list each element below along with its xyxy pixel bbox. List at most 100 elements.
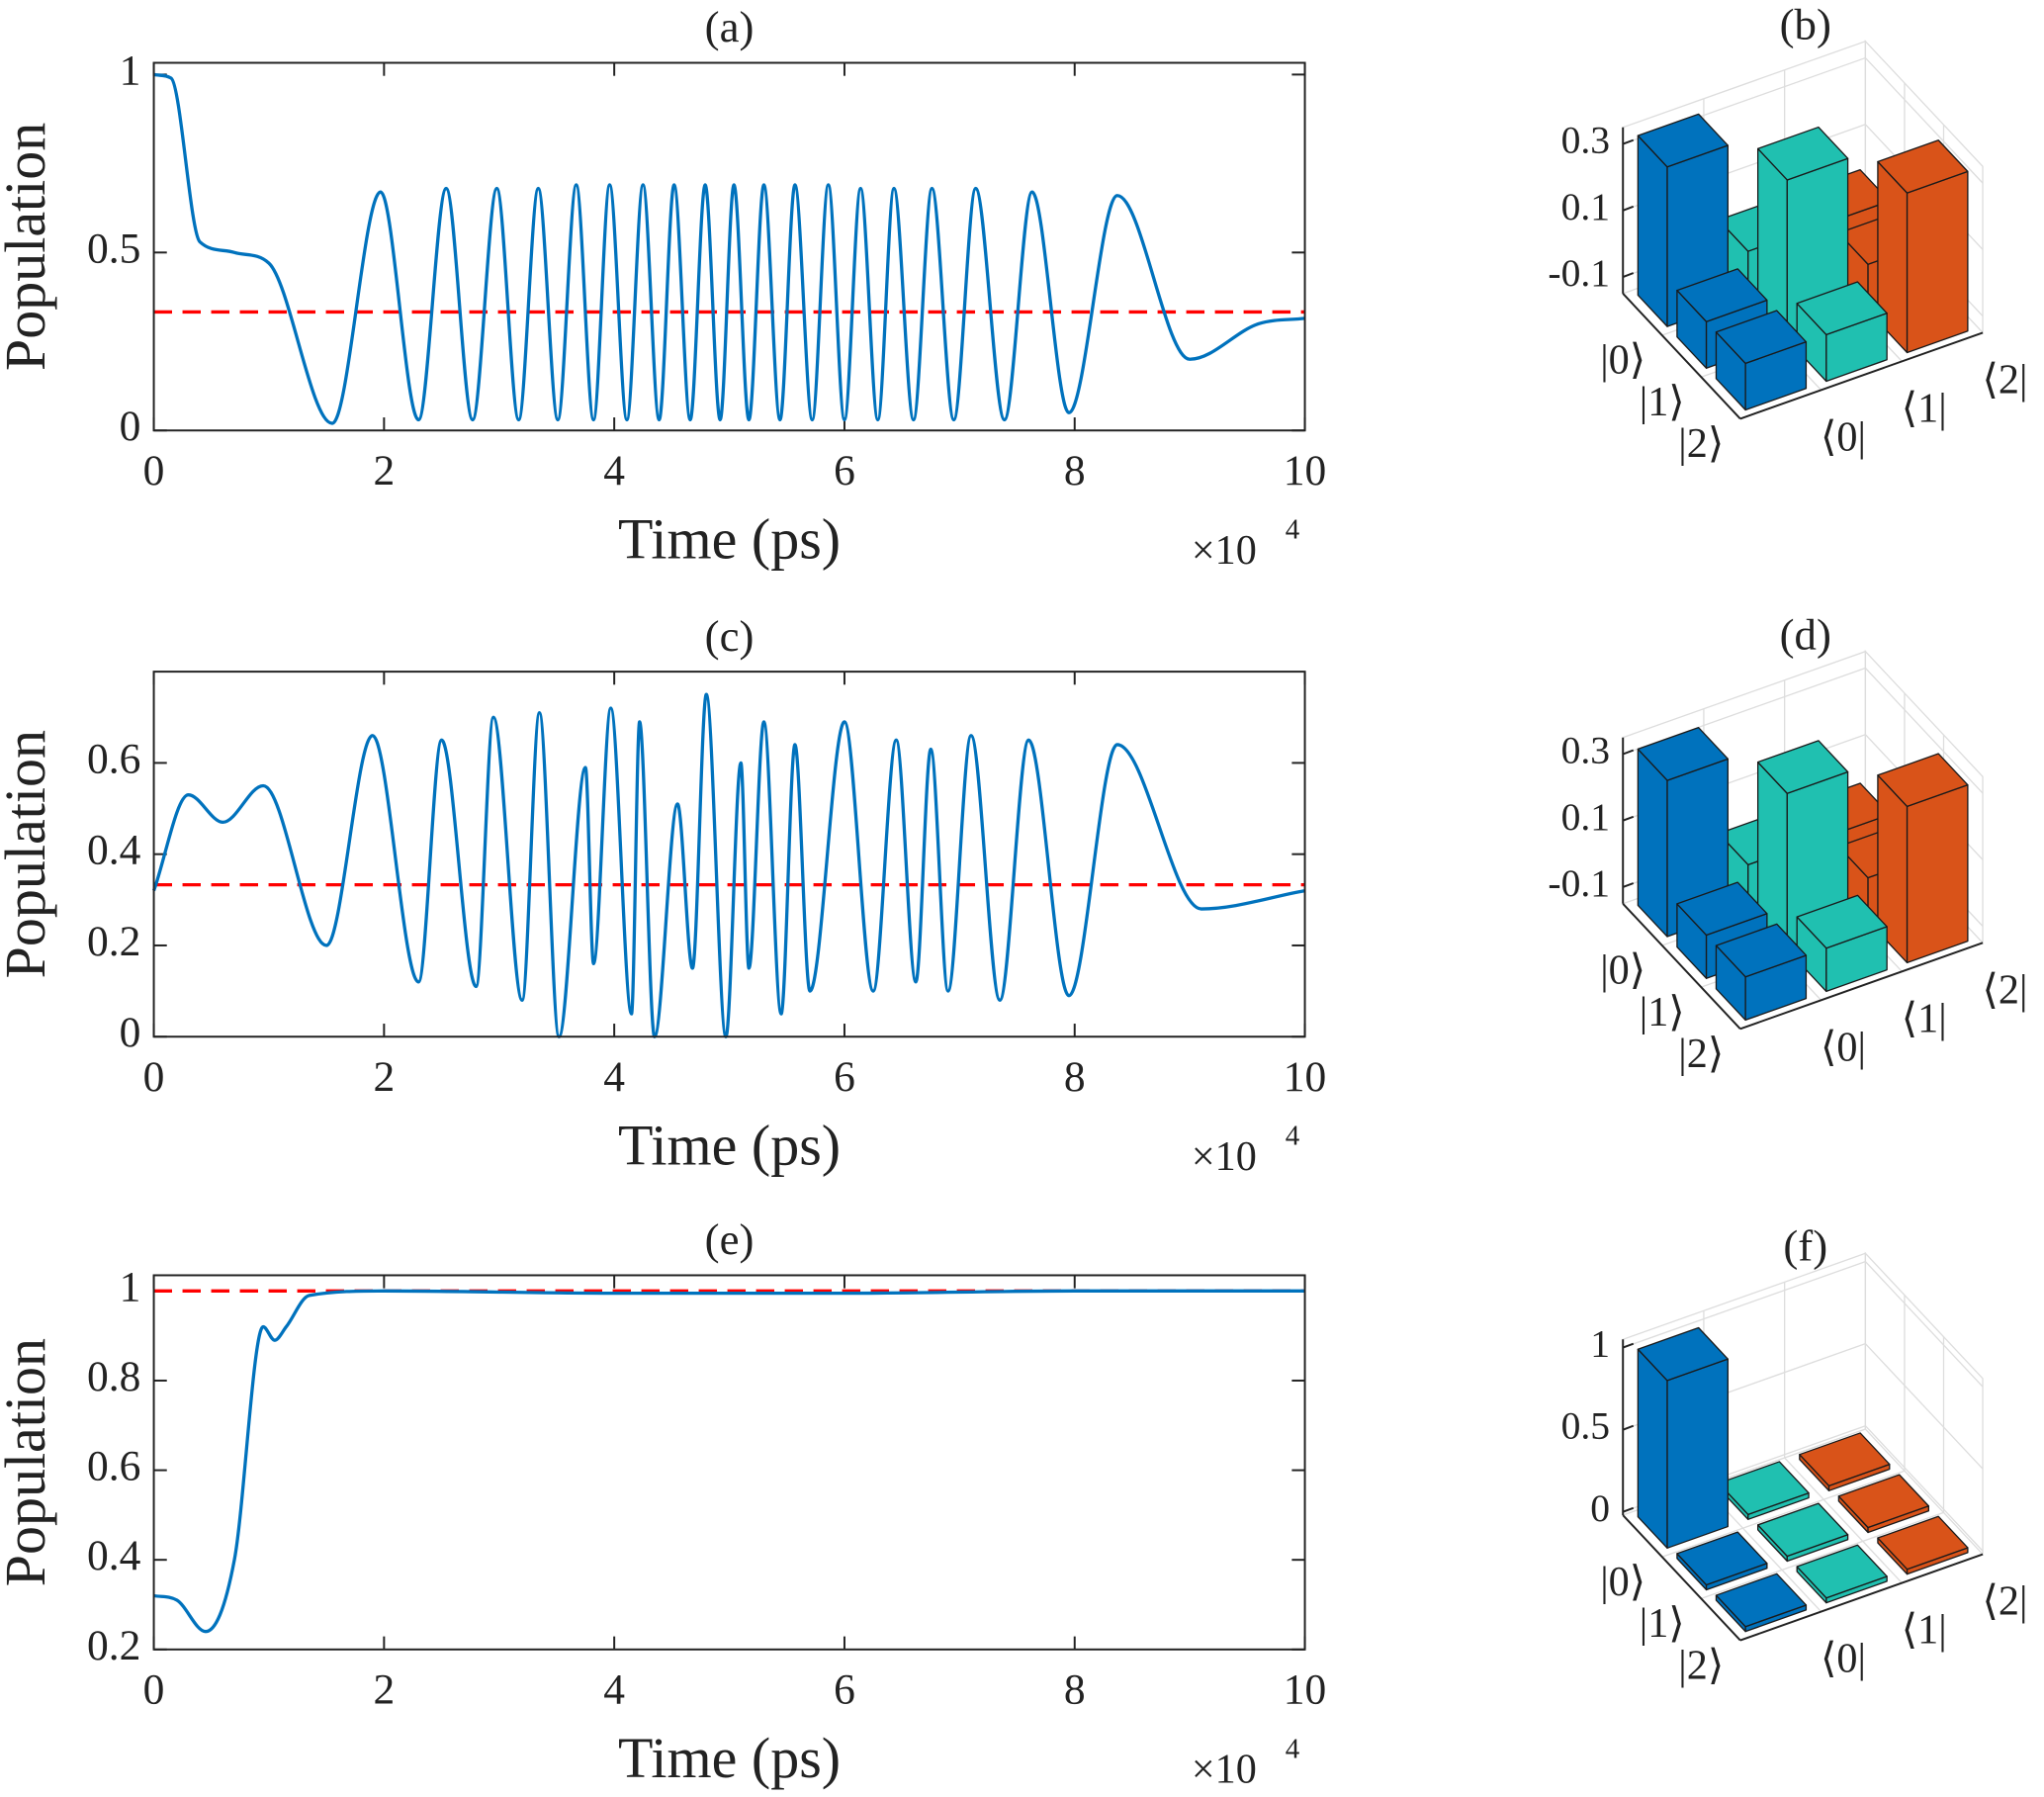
bar-side (1637, 748, 1668, 938)
grid-line (1864, 57, 1984, 184)
y-tick-label: 0.2 (87, 1622, 140, 1669)
y-tick-label: 0.5 (87, 225, 140, 272)
col-label: ⟨2| (1982, 1578, 2027, 1625)
row-label: |2⟩ (1678, 1031, 1724, 1077)
bar-top (1837, 1474, 1929, 1529)
bar-side (1637, 1348, 1668, 1549)
plot-area (153, 1275, 1305, 1650)
z-tick (1622, 882, 1635, 888)
row-label: |1⟩ (1640, 989, 1685, 1035)
row-label: |0⟩ (1600, 947, 1645, 994)
x-tick-label: 8 (1064, 447, 1086, 494)
row-label: |1⟩ (1640, 379, 1685, 425)
bar-top (1877, 139, 1969, 194)
chart-title: (f) (1783, 1221, 1827, 1271)
x-tick-label: 0 (143, 1666, 165, 1714)
z-tick-label: -0.1 (1548, 251, 1610, 295)
y-tick-label: 0.8 (87, 1353, 140, 1400)
x-tick-label: 4 (603, 1666, 625, 1714)
x-tick-label: 4 (603, 1053, 625, 1101)
grid-line (1784, 1457, 1903, 1584)
bar-top (1676, 881, 1768, 937)
bar-top (1877, 1515, 1969, 1571)
x-tick-label: 6 (834, 1053, 855, 1101)
bar-top (1676, 1531, 1768, 1586)
bar-top (1799, 1432, 1891, 1486)
col-label: ⟨1| (1902, 1607, 1947, 1654)
population-curve (152, 692, 1305, 1038)
z-tick-label: 0.5 (1561, 1404, 1610, 1448)
row-axis (1622, 293, 1741, 420)
x-tick-label: 4 (603, 447, 625, 494)
x-tick-label: 2 (373, 1666, 395, 1714)
col-label: ⟨0| (1821, 413, 1866, 460)
grid-line (1864, 668, 1984, 794)
z-tick (1622, 1506, 1635, 1513)
bar-top (1756, 126, 1849, 181)
bar-front (1906, 170, 1969, 354)
bar-top (1796, 281, 1888, 336)
y-axis-label: Population (0, 1338, 57, 1586)
chart-title: (d) (1780, 609, 1831, 659)
bar-front (1906, 784, 1969, 964)
col-label: ⟨0| (1821, 1636, 1866, 1682)
x-axis-label: Time (ps) (618, 507, 841, 572)
row-axis (1622, 1514, 1741, 1642)
x-tick-label: 10 (1284, 1053, 1326, 1101)
y-axis-label: Population (0, 123, 57, 371)
bar-top (1715, 923, 1808, 978)
bar-top (1796, 1544, 1888, 1599)
z-tick (1622, 205, 1635, 212)
row-label: |0⟩ (1600, 1559, 1645, 1605)
row-label: |1⟩ (1640, 1600, 1685, 1647)
y-tick-label: 0 (120, 403, 141, 450)
col-label: ⟨2| (1982, 966, 2027, 1013)
bar-top (1877, 753, 1969, 808)
bar-top (1715, 1572, 1808, 1628)
col-axis (1739, 331, 1984, 420)
y-tick-label: 0.4 (87, 827, 141, 874)
bar-top (1637, 1326, 1729, 1382)
z-tick-label: 0.1 (1561, 185, 1610, 228)
bar-top (1718, 1461, 1810, 1515)
col-label: ⟨0| (1821, 1024, 1866, 1070)
col-label: ⟨2| (1982, 356, 2027, 403)
y-axis-label: Population (0, 730, 57, 978)
chart-title: (a) (705, 2, 755, 51)
y-tick-label: 0.4 (87, 1532, 141, 1579)
row-label: |2⟩ (1678, 420, 1724, 467)
y-tick-label: 0.2 (87, 918, 140, 965)
grid-line (1661, 1470, 1906, 1558)
x-tick-label: 8 (1064, 1053, 1086, 1101)
population-curve (153, 72, 1305, 425)
z-tick-label: 0 (1590, 1486, 1610, 1530)
chart-title: (e) (705, 1214, 755, 1264)
x-tick-label: 0 (143, 447, 165, 494)
x-multiplier-exponent: 4 (1286, 1733, 1300, 1764)
x-tick-label: 10 (1284, 1666, 1326, 1714)
x-tick-label: 6 (834, 447, 855, 494)
x-axis-label: Time (ps) (618, 1726, 841, 1790)
row-label: |2⟩ (1678, 1642, 1724, 1688)
bar-top (1715, 310, 1808, 365)
y-tick-label: 1 (120, 46, 141, 94)
grid-line (1864, 1425, 1984, 1552)
col-axis (1739, 942, 1984, 1031)
z-tick (1622, 749, 1635, 756)
x-tick-label: 10 (1284, 447, 1326, 494)
bar-side (1637, 135, 1668, 327)
chart-title: (c) (705, 611, 755, 661)
z-tick-label: 0.3 (1561, 119, 1610, 162)
plot-frame (152, 671, 1306, 1038)
z-tick (1622, 1342, 1635, 1349)
chart-title: (b) (1780, 0, 1831, 49)
x-multiplier: ×10 (1192, 1747, 1257, 1793)
bar-top (1756, 740, 1849, 794)
row-axis (1622, 903, 1741, 1031)
y-tick-label: 1 (120, 1263, 141, 1310)
bar-front (1666, 1358, 1729, 1549)
x-multiplier: ×10 (1192, 1133, 1257, 1180)
row-label: |0⟩ (1600, 337, 1645, 384)
col-label: ⟨1| (1902, 385, 1947, 431)
